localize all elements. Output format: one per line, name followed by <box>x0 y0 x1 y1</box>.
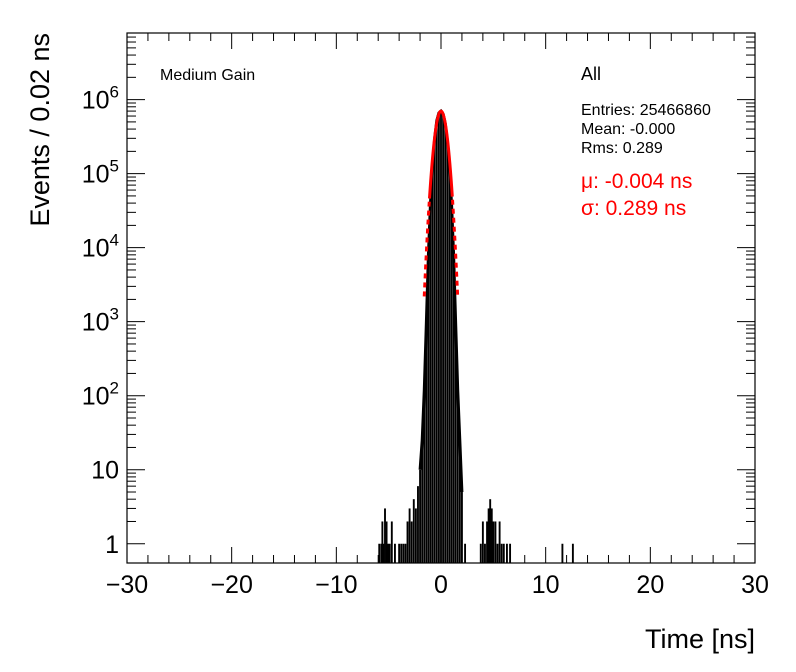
x-tick-labels: −30 −20 −10 0 10 20 30 <box>106 571 769 599</box>
fit-curve-left-tail <box>422 201 431 297</box>
rms-stat: Rms: 0.289 <box>581 140 663 157</box>
histogram-bar <box>431 165 434 563</box>
fit-curve-core <box>427 109 454 199</box>
histogram-bar <box>412 499 415 563</box>
histogram-bar <box>492 521 495 563</box>
y-tick-label: 104 <box>82 231 119 263</box>
histogram-bar <box>444 123 447 563</box>
histogram-bar <box>458 440 461 563</box>
y-tick-label: 106 <box>82 83 119 115</box>
histogram-bar <box>417 486 419 563</box>
histogram-bar <box>487 508 490 563</box>
histogram-bar <box>402 543 405 563</box>
histogram-bar <box>561 543 564 563</box>
histogram-bar <box>496 543 499 563</box>
histogram-bar <box>423 389 426 563</box>
y-tick-labels: 1 10 102 103 104 105 106 <box>82 83 119 559</box>
x-tick-label: −30 <box>106 571 148 599</box>
histogram-bar <box>381 521 384 563</box>
histogram-bar <box>385 521 388 563</box>
y-tick-label: 1 <box>105 531 119 559</box>
x-tick-label: −20 <box>210 571 252 599</box>
histogram-bar <box>398 543 401 563</box>
histogram-bar <box>498 521 501 563</box>
histogram-bar <box>378 543 381 563</box>
histogram-bar <box>500 543 503 563</box>
axis-ticks <box>126 33 756 563</box>
histogram-bar <box>427 254 430 563</box>
histogram-bar <box>452 254 455 563</box>
histogram-bar <box>425 325 428 563</box>
histogram-bar <box>448 167 451 563</box>
x-axis-label: Time [ns] <box>645 624 755 654</box>
histogram-bar <box>384 508 386 563</box>
y-tick-label: 102 <box>82 379 119 411</box>
histogram-bar <box>404 543 407 563</box>
histogram-bar <box>437 112 440 563</box>
histogram-bar <box>421 440 424 563</box>
histogram-bar <box>380 543 383 563</box>
histogram-bar <box>490 508 493 563</box>
histogram-bar <box>486 521 488 563</box>
histogram-bar <box>433 138 436 563</box>
gain-label: Medium Gain <box>160 67 255 84</box>
histogram-bar <box>505 543 508 563</box>
histogram-bar <box>481 521 484 563</box>
fit-curve-layer <box>422 109 460 299</box>
histogram-bar <box>414 508 417 563</box>
fit-curve-right-tail <box>451 199 460 299</box>
histogram-bar <box>571 543 574 563</box>
histogram-bar <box>454 325 457 563</box>
histogram-bar <box>394 543 396 563</box>
plot-frame <box>126 32 756 564</box>
x-tick-label: 10 <box>532 571 560 599</box>
y-tick-label: 10 <box>91 457 119 485</box>
histogram-bar <box>489 499 492 563</box>
histogram-bar <box>502 543 505 563</box>
histogram-bar <box>509 543 512 563</box>
histogram-bar <box>440 111 442 564</box>
histogram-bar <box>400 543 403 563</box>
y-tick-label: 103 <box>82 305 119 337</box>
mean-stat: Mean: -0.000 <box>581 121 675 138</box>
y-axis-label: Events / 0.02 ns <box>25 33 55 227</box>
y-tick-label: 105 <box>82 157 119 189</box>
histogram-bar <box>429 203 432 563</box>
histogram-bar <box>388 543 391 563</box>
histogram-bar <box>406 521 409 563</box>
histogram-bar <box>387 543 390 563</box>
sigma-fit-label: σ: 0.289 ns <box>581 197 686 220</box>
histogram-bar <box>450 203 453 563</box>
histogram-bar <box>408 508 411 563</box>
histogram-bar <box>435 120 438 563</box>
histogram-bar <box>494 521 497 563</box>
histogram-bar <box>446 140 449 563</box>
x-tick-label: 20 <box>636 571 664 599</box>
histogram-bar <box>390 521 393 563</box>
histogram-bar <box>464 543 467 563</box>
histogram-bar <box>382 543 385 563</box>
mu-fit-label: μ: -0.004 ns <box>581 170 692 193</box>
histogram-bar <box>456 389 459 563</box>
histogram-bar <box>419 469 422 563</box>
x-tick-label: 30 <box>741 571 769 599</box>
histogram-bar <box>479 543 482 563</box>
histogram-bar <box>410 521 413 563</box>
histogram-bar <box>460 492 463 563</box>
x-tick-label: −10 <box>315 571 357 599</box>
histogram-bar <box>442 113 445 563</box>
entries-stat: Entries: 25466860 <box>581 102 711 119</box>
x-tick-label: 0 <box>434 571 448 599</box>
selection-label: All <box>581 64 601 84</box>
histogram-bar <box>484 543 486 563</box>
